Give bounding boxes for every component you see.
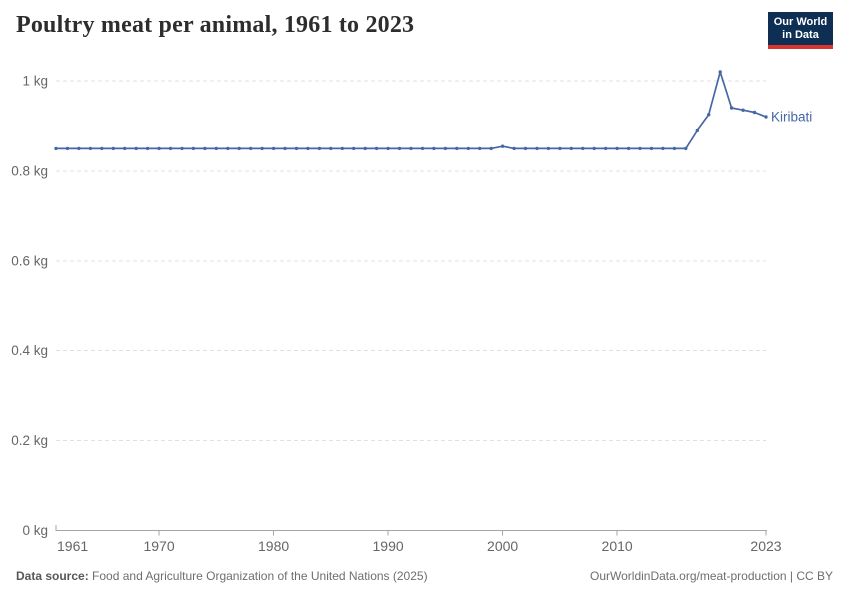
data-point <box>455 146 459 151</box>
y-axis-tick-label: 0.2 kg <box>11 433 48 448</box>
data-point <box>317 146 322 151</box>
data-point <box>294 146 299 151</box>
data-point <box>249 146 253 151</box>
x-axis-tick-label: 2010 <box>602 538 633 554</box>
x-axis-tick-label: 2023 <box>750 538 781 554</box>
data-point <box>226 146 230 151</box>
owid-logo-line1: Our World <box>773 15 828 28</box>
data-point <box>672 146 677 151</box>
data-point <box>157 146 161 151</box>
data-point <box>581 146 585 151</box>
data-point <box>386 146 390 151</box>
data-point <box>352 146 356 151</box>
data-point <box>180 146 184 151</box>
data-point <box>340 146 344 151</box>
series-label-kiribati[interactable]: Kiribati <box>771 109 812 124</box>
data-point <box>569 146 573 151</box>
data-point <box>764 115 768 119</box>
data-point <box>374 146 379 151</box>
data-point <box>500 144 505 148</box>
y-axis-tick-label: 0 kg <box>22 523 48 538</box>
chart-title: Poultry meat per animal, 1961 to 2023 <box>16 12 415 38</box>
data-point <box>535 146 539 151</box>
data-point <box>237 146 241 151</box>
data-point <box>77 146 81 151</box>
owid-logo[interactable]: Our World in Data <box>768 12 833 49</box>
data-point <box>741 108 745 112</box>
data-point <box>558 146 562 151</box>
y-axis-tick-label: 0.4 kg <box>11 343 48 358</box>
credit-line[interactable]: OurWorldinData.org/meat-production | CC … <box>590 569 833 583</box>
data-point <box>329 146 333 151</box>
data-point <box>752 110 757 115</box>
x-axis-tick-label: 1980 <box>258 538 289 554</box>
data-point <box>661 146 665 151</box>
data-point <box>214 146 218 151</box>
data-point <box>271 146 276 151</box>
y-axis-tick-label: 0.8 kg <box>11 163 48 178</box>
data-point <box>604 146 608 151</box>
data-point <box>260 146 264 151</box>
data-point <box>638 146 642 151</box>
data-point <box>123 146 127 151</box>
data-point <box>363 146 367 151</box>
data-point <box>592 146 596 151</box>
data-point <box>283 146 287 151</box>
data-point <box>546 146 551 151</box>
data-point <box>718 70 722 74</box>
x-axis-tick-label: 2000 <box>487 538 518 554</box>
data-point <box>729 106 734 110</box>
y-axis-tick-label: 0.6 kg <box>11 253 48 268</box>
data-point <box>432 146 436 151</box>
data-point <box>111 146 116 151</box>
x-axis-tick-label: 1970 <box>143 538 174 554</box>
x-axis-tick-label: 1961 <box>57 538 88 554</box>
data-point <box>512 146 516 151</box>
data-point <box>684 146 688 151</box>
data-point <box>420 146 425 151</box>
data-point <box>145 146 150 151</box>
data-point <box>649 146 654 151</box>
y-axis-tick-label: 1 kg <box>22 74 48 89</box>
data-point <box>203 146 207 151</box>
data-point <box>615 146 619 151</box>
data-point <box>409 146 413 151</box>
data-point <box>168 146 173 151</box>
data-point <box>88 146 93 151</box>
series-line-kiribati <box>55 71 767 150</box>
owid-logo-line2: in Data <box>782 28 819 41</box>
data-point <box>523 146 528 151</box>
data-source-label: Data source: <box>16 569 89 583</box>
data-point <box>191 146 196 151</box>
data-source-text: Food and Agriculture Organization of the… <box>92 569 428 583</box>
data-point <box>306 146 310 151</box>
chart-footer: Data source: Food and Agriculture Organi… <box>16 569 833 583</box>
data-point <box>54 146 58 151</box>
data-point <box>626 146 631 151</box>
data-point <box>100 146 104 151</box>
data-point <box>489 146 493 151</box>
data-point <box>695 128 699 133</box>
x-axis-tick-label: 1990 <box>373 538 404 554</box>
data-point <box>65 146 70 151</box>
data-point <box>707 113 711 117</box>
data-point <box>134 146 138 151</box>
data-point <box>443 146 448 151</box>
data-point <box>397 146 402 151</box>
data-source: Data source: Food and Agriculture Organi… <box>16 569 428 583</box>
data-point <box>466 146 470 151</box>
data-point <box>478 146 482 151</box>
